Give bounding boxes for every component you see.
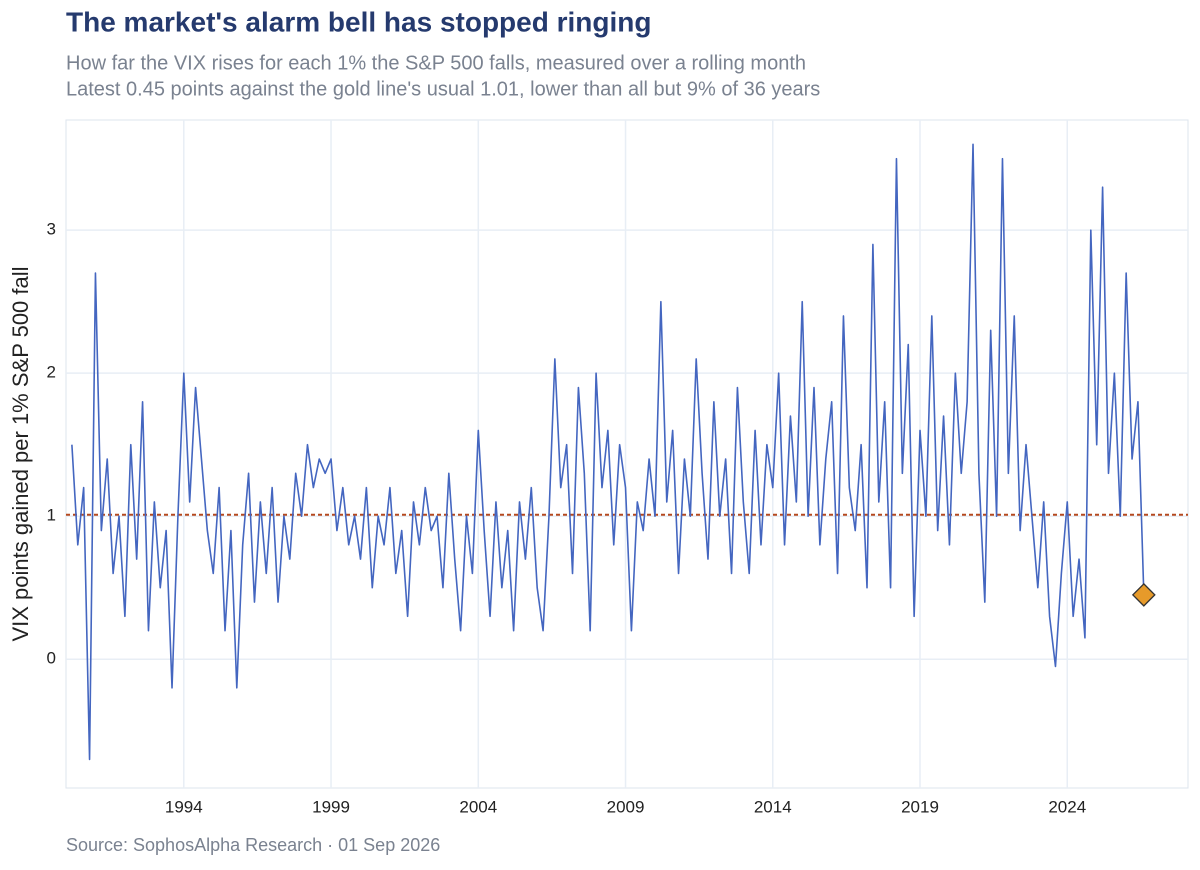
chart-subtitle: Latest 0.45 points against the gold line… [66, 78, 820, 100]
y-axis-label: VIX points gained per 1% S&P 500 fall [8, 266, 33, 641]
x-tick-label: 2009 [607, 797, 645, 816]
x-tick-label: 2004 [459, 797, 497, 816]
y-tick-label: 1 [47, 506, 56, 525]
x-tick-label: 1999 [312, 797, 350, 816]
x-tick-label: 2014 [754, 797, 792, 816]
x-tick-label: 2024 [1048, 797, 1086, 816]
y-tick-label: 2 [47, 363, 56, 382]
y-tick-label: 3 [47, 220, 56, 239]
chart-title: The market's alarm bell has stopped ring… [66, 6, 651, 37]
plot-frame [65, 119, 1189, 789]
source-note: Source: SophosAlpha Research · 01 Sep 20… [66, 835, 440, 855]
x-tick-label: 2019 [901, 797, 939, 816]
x-tick-label: 1994 [165, 797, 203, 816]
latest-marker [1131, 582, 1156, 607]
y-tick-label: 0 [47, 649, 56, 668]
data-line [71, 143, 1145, 761]
chart-subtitle: How far the VIX rises for each 1% the S&… [66, 52, 806, 74]
